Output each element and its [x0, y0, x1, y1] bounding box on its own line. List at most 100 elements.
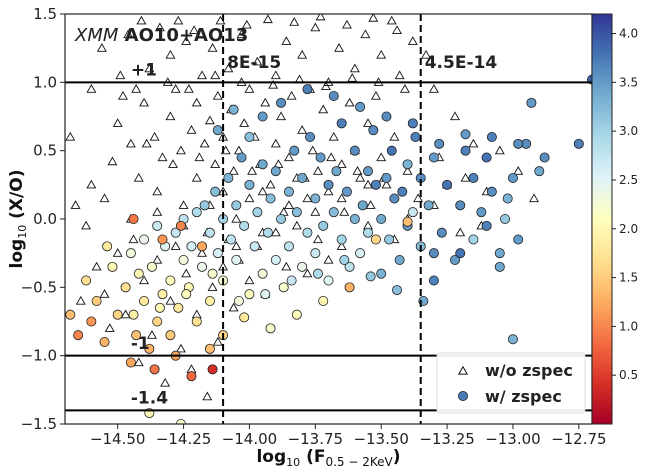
circle-point — [291, 309, 302, 320]
circle-point — [207, 364, 218, 375]
triangle-point — [197, 70, 207, 80]
triangle-point — [283, 200, 294, 209]
triangle-point — [112, 118, 123, 127]
circle-point — [99, 336, 110, 347]
circle-point — [65, 309, 76, 320]
triangle-point — [239, 118, 250, 127]
vline-label: 4.5E-14 — [425, 53, 498, 73]
circle-point — [428, 275, 439, 286]
triangle-point — [244, 275, 255, 285]
circle-point — [239, 220, 250, 231]
x-tick-label: −13.00 — [485, 430, 541, 448]
triangle-point — [244, 193, 255, 203]
circle-point — [365, 271, 376, 282]
circle-point — [212, 248, 223, 259]
triangle-point — [99, 193, 110, 203]
circle-point — [349, 145, 360, 156]
circle-point — [389, 193, 400, 204]
triangle-point — [120, 309, 131, 319]
circle-point — [125, 357, 136, 368]
circle-point — [239, 312, 250, 323]
triangle-point — [189, 25, 200, 34]
circle-point — [257, 111, 268, 122]
triangle-point — [81, 220, 92, 230]
circle-point — [128, 213, 139, 224]
circle-point — [228, 104, 239, 115]
circle-point — [310, 248, 321, 259]
triangle-point — [210, 70, 221, 80]
circle-point — [449, 254, 460, 265]
triangle-point — [276, 111, 287, 121]
triangle-point — [210, 159, 221, 168]
circle-point — [381, 111, 392, 122]
triangle-point — [291, 220, 302, 230]
circle-point — [120, 282, 131, 293]
circle-point — [341, 186, 352, 197]
circle-point — [297, 172, 308, 183]
circle-point — [336, 118, 347, 129]
triangle-point — [152, 207, 163, 216]
triangle-point — [281, 36, 292, 45]
circle-point — [481, 220, 492, 231]
circle-point — [328, 91, 339, 102]
x-tick-label: −13.25 — [419, 430, 475, 448]
colorbar-tick-label: 3.0 — [619, 124, 638, 138]
colorbar: 0.5 1.0 1.5 2.0 2.5 3.0 3.5 4.0 — [591, 13, 638, 425]
triangle-point — [183, 84, 194, 93]
circle-point — [310, 193, 321, 204]
triangle-point — [199, 138, 210, 148]
triangle-point — [231, 213, 242, 223]
triangle-point — [112, 248, 123, 257]
triangle-point — [376, 152, 387, 162]
annotations: +1 -1 -1.4 8E-15 4.5E-14 XMM AO10+AO13 — [74, 25, 497, 409]
triangle-point — [307, 145, 318, 155]
triangle-point — [165, 49, 176, 59]
circle-point — [349, 213, 360, 224]
circle-point — [476, 207, 487, 218]
circle-point — [125, 248, 136, 259]
triangle-point — [160, 377, 171, 387]
triangle-point — [326, 152, 337, 162]
triangle-point — [241, 19, 252, 29]
triangle-point — [315, 14, 326, 21]
triangle-point — [70, 200, 81, 209]
circle-point — [170, 227, 181, 238]
circle-point — [81, 275, 92, 286]
x-tick-label: −14.25 — [156, 430, 212, 448]
circle-point — [91, 295, 102, 306]
circle-point — [157, 289, 168, 300]
triangle-point — [236, 29, 247, 39]
circle-point — [500, 213, 511, 224]
triangle-point — [421, 49, 431, 59]
circle-point — [318, 295, 329, 306]
circle-point — [339, 254, 350, 265]
triangle-point — [289, 17, 300, 26]
triangle-point — [370, 90, 381, 100]
triangle-point — [231, 241, 242, 250]
circle-point — [402, 159, 413, 170]
circle-point — [386, 145, 397, 156]
colorbar-tick-label: 1.5 — [619, 271, 638, 285]
y-tick-label: 1.5 — [33, 5, 57, 23]
circle-point — [207, 268, 218, 279]
circle-point — [392, 285, 403, 296]
triangle-point — [297, 49, 308, 59]
triangle-point — [136, 15, 147, 25]
triangle-point — [336, 241, 347, 250]
circle-point — [507, 334, 518, 345]
triangle-point — [334, 43, 345, 52]
triangle-point — [310, 22, 321, 32]
circle-point — [204, 295, 215, 306]
circle-point — [381, 172, 392, 183]
x-tick-label: −13.50 — [353, 430, 409, 448]
triangle-point — [178, 200, 189, 209]
circle-point — [357, 200, 368, 211]
triangle-point — [312, 166, 323, 175]
circle-point — [297, 261, 308, 272]
triangle-point — [115, 70, 126, 80]
circle-point — [73, 330, 84, 341]
triangle-point — [270, 70, 281, 80]
circle-point — [146, 261, 157, 272]
circle-point — [181, 289, 192, 300]
circle-point — [231, 200, 242, 211]
